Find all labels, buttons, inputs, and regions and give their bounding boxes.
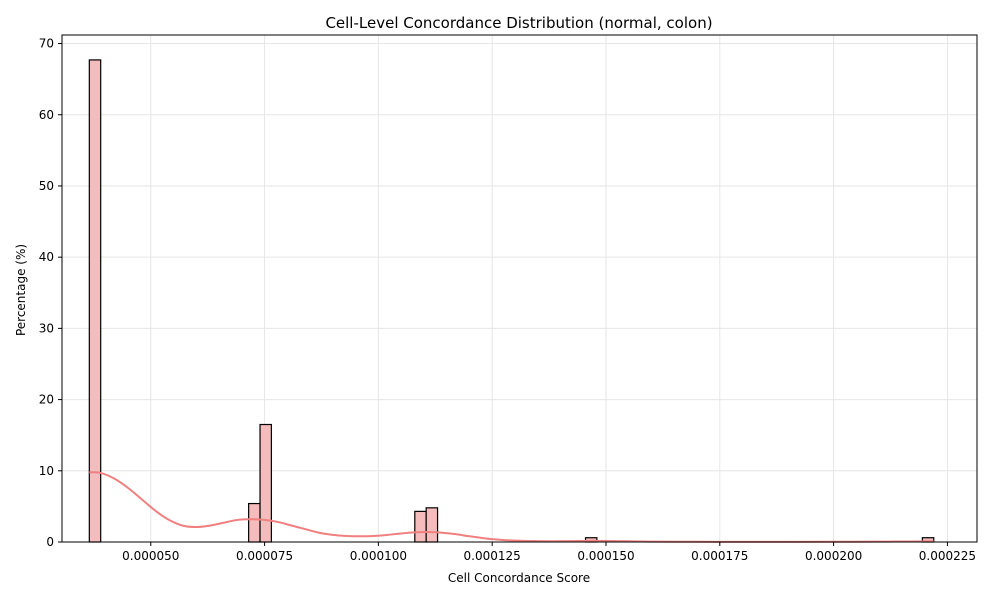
histogram-bar	[425, 507, 439, 543]
chart-title: Cell-Level Concordance Distribution (nor…	[325, 14, 712, 32]
x-tick-label: 0.000150	[577, 549, 634, 563]
y-tick-label: 60	[39, 108, 54, 122]
grid	[62, 35, 977, 543]
histogram-bar	[248, 502, 261, 543]
y-tick-label: 70	[39, 37, 54, 51]
y-axis-ticks: 0 10 20 30 40 50 60 70	[39, 37, 62, 549]
y-axis-label: Percentage (%)	[14, 244, 28, 336]
x-axis-label: Cell Concordance Score	[448, 571, 590, 585]
x-axis-ticks: 0.000050 0.000075 0.000100 0.000125 0.000150…	[122, 542, 976, 563]
plot-frame	[61, 34, 978, 543]
x-tick-label: 0.000050	[122, 549, 179, 563]
x-tick-label: 0.000200	[805, 549, 862, 563]
y-tick-label: 50	[39, 179, 54, 193]
histogram-bar	[259, 423, 273, 543]
histogram-bar	[88, 59, 102, 543]
x-tick-label: 0.000100	[350, 549, 407, 563]
y-tick-label: 10	[39, 464, 54, 478]
x-tick-label: 0.000175	[691, 549, 748, 563]
y-tick-label: 20	[39, 393, 54, 407]
x-tick-label: 0.000125	[464, 549, 521, 563]
histogram-bar	[414, 510, 427, 543]
y-tick-label: 40	[39, 250, 54, 264]
x-tick-label: 0.000075	[236, 549, 293, 563]
y-tick-label: 30	[39, 321, 54, 335]
y-tick-label: 0	[46, 535, 54, 549]
x-tick-label: 0.000225	[919, 549, 976, 563]
